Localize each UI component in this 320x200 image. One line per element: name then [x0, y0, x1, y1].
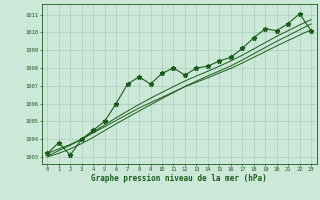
- X-axis label: Graphe pression niveau de la mer (hPa): Graphe pression niveau de la mer (hPa): [91, 174, 267, 183]
